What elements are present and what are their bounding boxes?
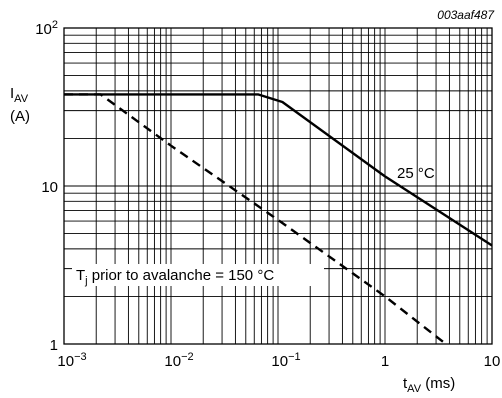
y-tick-label-base: 10 [35, 21, 52, 38]
y-tick-label: 10 [41, 179, 58, 196]
x-tick-label-base: 10 [57, 353, 74, 370]
x-tick-label: 10 [484, 353, 501, 370]
figure-id: 003aaf487 [437, 8, 495, 22]
x-tick-label: 10−3 [57, 351, 86, 370]
y-tick-label: 1 [50, 337, 58, 354]
series-line-25c [64, 93, 493, 247]
y-axis-label-sub: AV [14, 93, 29, 105]
x-tick-label-base: 10 [484, 353, 501, 370]
series-label-150c-main: T [76, 267, 85, 284]
x-tick-label: 1 [381, 353, 389, 370]
series-label-150c: Tj prior to avalanche = 150 °C [76, 267, 274, 287]
x-axis-label-sub: AV [407, 383, 422, 395]
y-tick-label-exp: 2 [52, 19, 58, 31]
y-axis-unit: (A) [10, 108, 30, 125]
x-tick-label-base: 10 [271, 353, 288, 370]
grid [64, 28, 492, 344]
y-tick-label-base: 1 [50, 337, 58, 354]
y-axis-label-main: I [10, 85, 14, 102]
x-tick-label-exp: −2 [181, 351, 194, 363]
x-axis-label-main: t [403, 375, 408, 392]
y-tick-label-base: 10 [41, 179, 58, 196]
x-axis-label: tAV (ms) [403, 375, 455, 395]
series-layer [64, 93, 493, 345]
x-tick-label: 10−1 [271, 351, 300, 370]
series-label-25c: 25 °C [397, 165, 435, 182]
series-label-150c-sub: j [84, 275, 87, 287]
x-tick-label-base: 1 [381, 353, 389, 370]
series-line-150c [64, 93, 447, 345]
x-tick-label-base: 10 [164, 353, 181, 370]
x-tick-label: 10−2 [164, 351, 193, 370]
series-label-150c-rest: prior to avalanche = 150 °C [88, 267, 275, 284]
series-label-150c-bg [72, 264, 324, 286]
plot-frame [63, 27, 493, 345]
y-axis-label: IAV [10, 85, 29, 105]
x-axis-label-unit: (ms) [421, 375, 455, 392]
x-tick-label-exp: −3 [74, 351, 87, 363]
x-tick-label-exp: −1 [288, 351, 301, 363]
y-tick-label: 102 [35, 19, 58, 38]
